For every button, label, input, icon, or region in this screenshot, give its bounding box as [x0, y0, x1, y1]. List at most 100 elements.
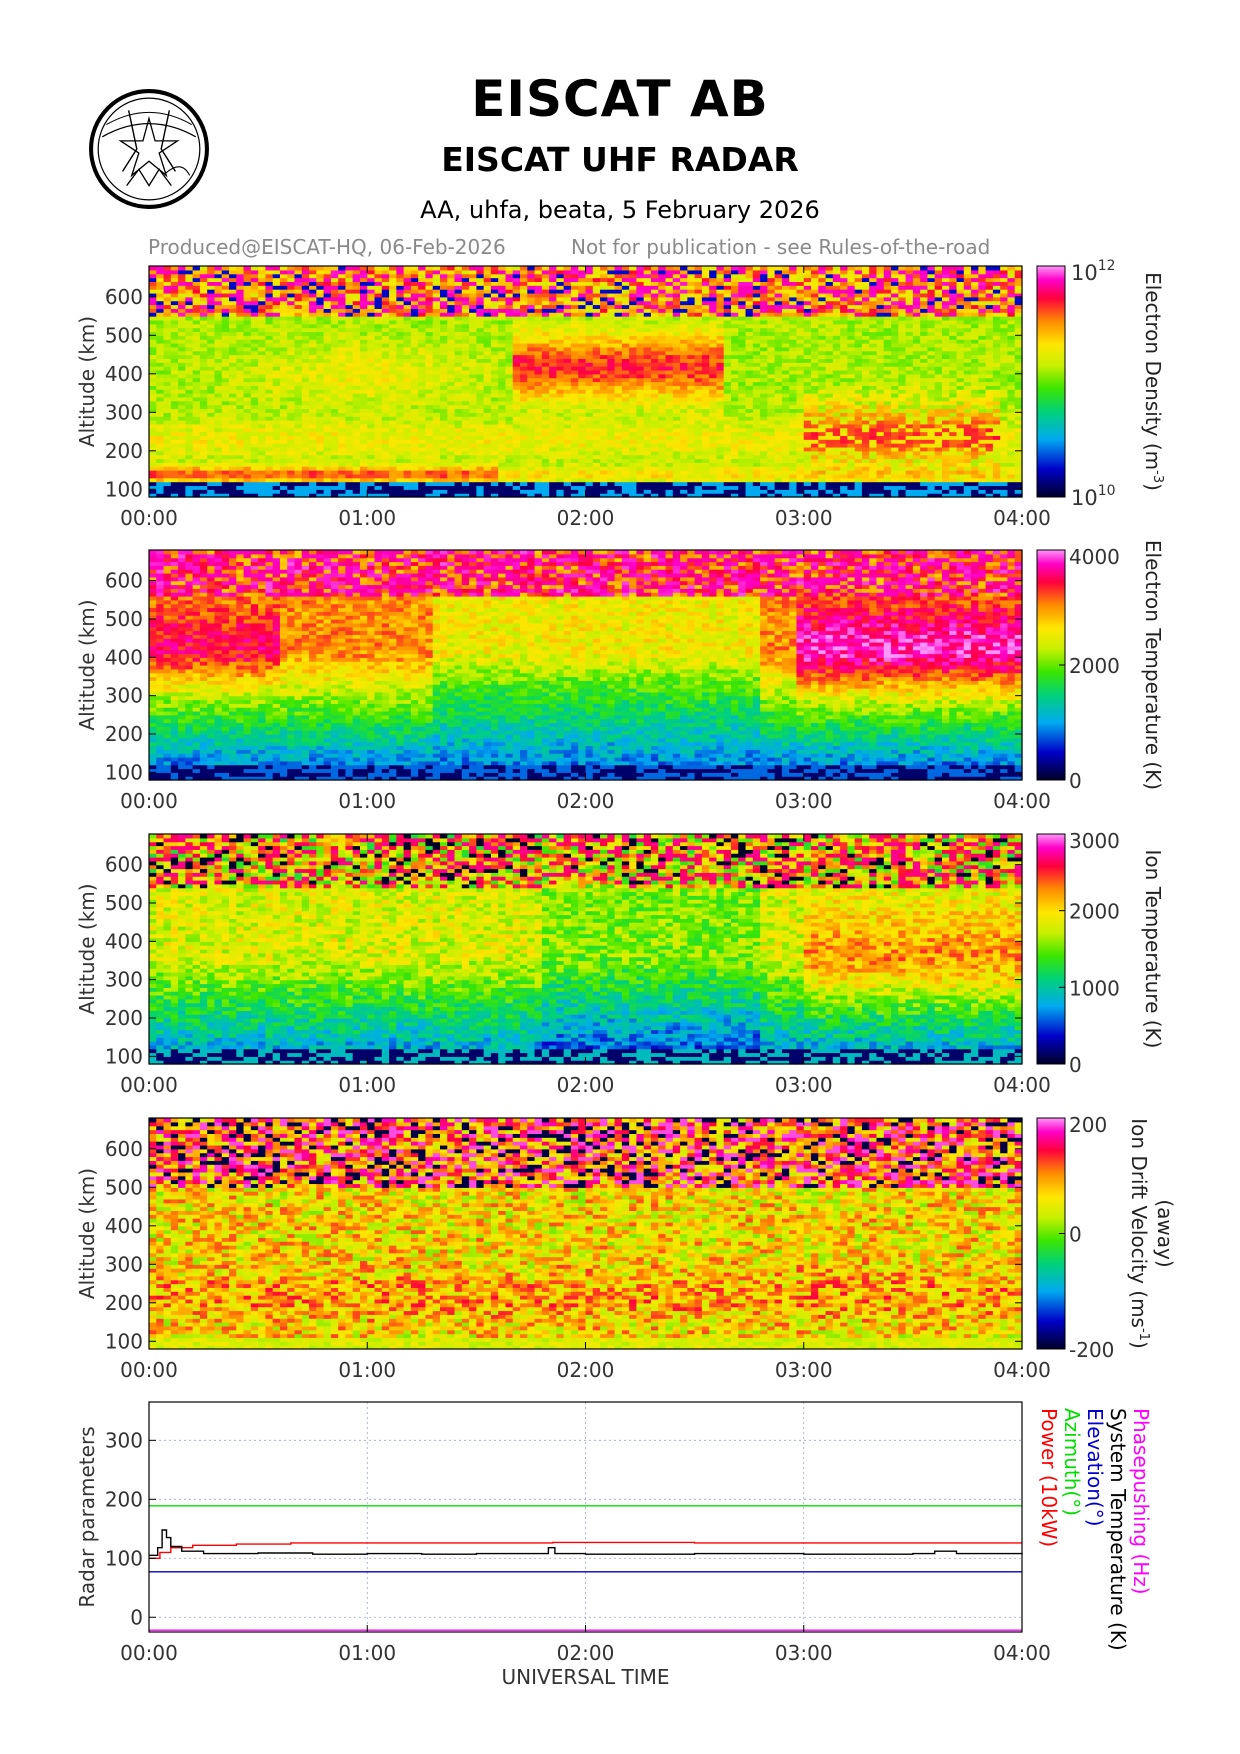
- heatmap-cell: [418, 493, 426, 497]
- heatmap-cell: [345, 316, 353, 320]
- heatmap-cell: [367, 482, 375, 486]
- heatmap-cell: [375, 455, 383, 459]
- heatmap-cell: [425, 459, 433, 463]
- heatmap-cell: [316, 347, 324, 351]
- heatmap-cell: [324, 420, 332, 424]
- heatmap-cell: [360, 385, 368, 389]
- heatmap-cell: [171, 266, 179, 270]
- heatmap-cell: [331, 459, 339, 463]
- heatmap-cell: [178, 347, 186, 351]
- heatmap-cell: [302, 455, 310, 459]
- heatmap-cell: [345, 416, 353, 420]
- heatmap-cell: [207, 301, 215, 305]
- heatmap-cell: [280, 281, 288, 285]
- heatmap-cell: [375, 397, 383, 401]
- heatmap-cell: [338, 416, 346, 420]
- heatmap-cell: [149, 443, 157, 447]
- heatmap-cell: [193, 389, 201, 393]
- heatmap-cell: [418, 281, 426, 285]
- heatmap-cell: [302, 478, 310, 482]
- heatmap-cell: [382, 382, 390, 386]
- heatmap-cell: [164, 455, 172, 459]
- heatmap-cell: [164, 351, 172, 355]
- heatmap-cell: [171, 489, 179, 493]
- heatmap-cell: [244, 455, 252, 459]
- heatmap-cell: [367, 347, 375, 351]
- heatmap-cell: [229, 489, 237, 493]
- heatmap-cell: [185, 405, 193, 409]
- heatmap-cell: [251, 335, 259, 339]
- heatmap-cell: [236, 428, 244, 432]
- heatmap-cell: [418, 432, 426, 436]
- heatmap-cell: [287, 328, 295, 332]
- heatmap-cell: [193, 447, 201, 451]
- heatmap-cell: [295, 270, 303, 274]
- heatmap-cell: [345, 439, 353, 443]
- heatmap-cell: [338, 447, 346, 451]
- heatmap-cell: [331, 374, 339, 378]
- heatmap-cell: [375, 401, 383, 405]
- heatmap-cell: [222, 347, 230, 351]
- heatmap-cell: [280, 293, 288, 297]
- heatmap-cell: [382, 370, 390, 374]
- heatmap-cell: [178, 428, 186, 432]
- heatmap-cell: [251, 347, 259, 351]
- heatmap-cell: [258, 335, 266, 339]
- heatmap-cell: [214, 389, 222, 393]
- heatmap-cell: [149, 435, 157, 439]
- heatmap-cell: [258, 343, 266, 347]
- heatmap-cell: [404, 416, 412, 420]
- heatmap-cell: [287, 374, 295, 378]
- heatmap-cell: [425, 462, 433, 466]
- heatmap-cell: [295, 274, 303, 278]
- heatmap-cell: [273, 301, 281, 305]
- heatmap-cell: [375, 424, 383, 428]
- heatmap-cell: [229, 424, 237, 428]
- heatmap-cell: [156, 408, 164, 412]
- heatmap-cell: [273, 455, 281, 459]
- heatmap-cell: [360, 424, 368, 428]
- heatmap-cell: [164, 328, 172, 332]
- heatmap-cell: [178, 366, 186, 370]
- heatmap-cell: [156, 328, 164, 332]
- heatmap-cell: [404, 278, 412, 282]
- heatmap-cell: [244, 331, 252, 335]
- heatmap-cell: [287, 324, 295, 328]
- heatmap-cell: [345, 493, 353, 497]
- heatmap-cell: [302, 339, 310, 343]
- heatmap-cell: [229, 412, 237, 416]
- heatmap-cell: [214, 301, 222, 305]
- heatmap-cell: [273, 412, 281, 416]
- heatmap-cell: [156, 266, 164, 270]
- heatmap-cell: [324, 362, 332, 366]
- heatmap-cell: [331, 428, 339, 432]
- heatmap-cell: [273, 285, 281, 289]
- heatmap-cell: [236, 432, 244, 436]
- heatmap-cell: [302, 420, 310, 424]
- heatmap-cell: [185, 489, 193, 493]
- heatmap-cell: [149, 432, 157, 436]
- heatmap-cell: [287, 385, 295, 389]
- heatmap-cell: [280, 358, 288, 362]
- heatmap-cell: [389, 389, 397, 393]
- heatmap-cell: [236, 416, 244, 420]
- heatmap-cell: [149, 382, 157, 386]
- heatmap-cell: [251, 289, 259, 293]
- heatmap-cell: [360, 447, 368, 451]
- heatmap-cell: [193, 439, 201, 443]
- heatmap-cell: [185, 351, 193, 355]
- heatmap-cell: [338, 378, 346, 382]
- heatmap-cell: [265, 428, 273, 432]
- heatmap-cell: [178, 401, 186, 405]
- heatmap-cell: [280, 320, 288, 324]
- heatmap-cell: [411, 343, 419, 347]
- heatmap-cell: [287, 466, 295, 470]
- heatmap-cell: [396, 331, 404, 335]
- heatmap-cell: [411, 328, 419, 332]
- heatmap-cell: [331, 455, 339, 459]
- heatmap-cell: [287, 289, 295, 293]
- heatmap-cell: [331, 328, 339, 332]
- heatmap-cell: [273, 478, 281, 482]
- heatmap-cell: [367, 428, 375, 432]
- heatmap-cell: [207, 416, 215, 420]
